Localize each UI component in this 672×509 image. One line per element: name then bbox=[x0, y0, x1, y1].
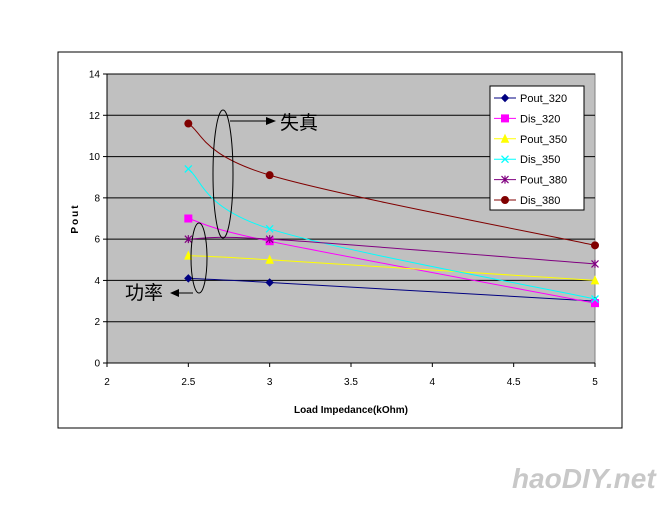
data-point bbox=[184, 119, 193, 128]
data-point bbox=[591, 295, 599, 303]
legend-marker bbox=[500, 133, 510, 143]
annotations: 失真 功率 bbox=[125, 109, 318, 304]
annotation-distortion: 失真 bbox=[280, 112, 318, 134]
series-lines bbox=[184, 119, 600, 308]
y-tick-label: 8 bbox=[94, 193, 100, 204]
y-tick-label: 14 bbox=[89, 70, 101, 81]
distortion-ellipse bbox=[212, 109, 234, 239]
y-tick-label: 12 bbox=[89, 111, 101, 122]
series-line bbox=[188, 255, 596, 281]
y-tick-label: 2 bbox=[94, 317, 100, 328]
data-point bbox=[265, 235, 274, 244]
x-tick-label: 4.5 bbox=[507, 377, 521, 388]
watermark-logo: haoDIY.net bbox=[512, 463, 657, 494]
x-tick-label: 5 bbox=[592, 377, 598, 388]
y-axis-title: Pout bbox=[70, 203, 81, 233]
annotation-power: 功率 bbox=[125, 282, 163, 304]
series-line bbox=[188, 123, 596, 246]
legend-item: Pout_380 bbox=[494, 175, 567, 187]
data-point bbox=[265, 171, 274, 180]
data-point bbox=[184, 250, 193, 260]
series-line bbox=[188, 277, 596, 302]
power-ellipse bbox=[190, 222, 208, 294]
x-tick-label: 2.5 bbox=[181, 377, 195, 388]
legend: Pout_320 Dis_320 Pout_350 Dis_350 Pout_380 Di… bbox=[489, 85, 585, 211]
legend-label: Dis_380 bbox=[520, 195, 560, 207]
data-point bbox=[265, 224, 274, 233]
y-tick-label: 4 bbox=[94, 276, 100, 287]
y-tick-label: 10 bbox=[89, 152, 101, 163]
series-Dis_380 bbox=[184, 119, 599, 250]
legend-item: Dis_320 bbox=[494, 113, 560, 125]
y-tick-label: 6 bbox=[94, 235, 100, 246]
series-Dis_350 bbox=[184, 164, 599, 303]
x-tick-label: 3.5 bbox=[344, 377, 358, 388]
legend-item: Dis_350 bbox=[494, 154, 560, 166]
legend-marker bbox=[501, 155, 509, 164]
legend-item: Dis_380 bbox=[494, 195, 560, 207]
x-tick-label: 3 bbox=[267, 377, 273, 388]
data-point bbox=[184, 235, 193, 244]
series-Pout_350 bbox=[184, 250, 600, 285]
data-point bbox=[184, 274, 193, 283]
data-point bbox=[265, 278, 274, 287]
x-axis-title: Load Impedance(kOhm) bbox=[294, 405, 408, 416]
legend-label: Pout_380 bbox=[520, 175, 567, 187]
legend-marker bbox=[501, 175, 509, 184]
legend-label: Pout_320 bbox=[520, 93, 567, 105]
legend-marker bbox=[500, 93, 510, 103]
legend-box bbox=[489, 85, 585, 211]
x-tick-label: 2 bbox=[104, 377, 110, 388]
series-line bbox=[188, 218, 596, 304]
legend-label: Dis_350 bbox=[520, 154, 560, 166]
data-point bbox=[591, 259, 599, 268]
legend-item: Pout_350 bbox=[494, 133, 567, 146]
data-point bbox=[184, 164, 193, 173]
legend-marker bbox=[501, 196, 509, 204]
power-arrowhead bbox=[170, 289, 179, 297]
x-tick-label: 4 bbox=[430, 377, 436, 388]
legend-label: Pout_350 bbox=[520, 134, 567, 146]
data-point bbox=[184, 214, 193, 223]
series-line bbox=[188, 168, 596, 300]
data-point bbox=[590, 275, 600, 285]
data-point bbox=[591, 241, 599, 250]
y-tick-label: 0 bbox=[94, 359, 100, 370]
distortion-arrowhead bbox=[266, 117, 276, 125]
legend-label: Dis_320 bbox=[520, 113, 560, 125]
data-point bbox=[265, 254, 274, 264]
legend-item: Pout_320 bbox=[494, 93, 567, 105]
legend-marker bbox=[501, 114, 509, 123]
